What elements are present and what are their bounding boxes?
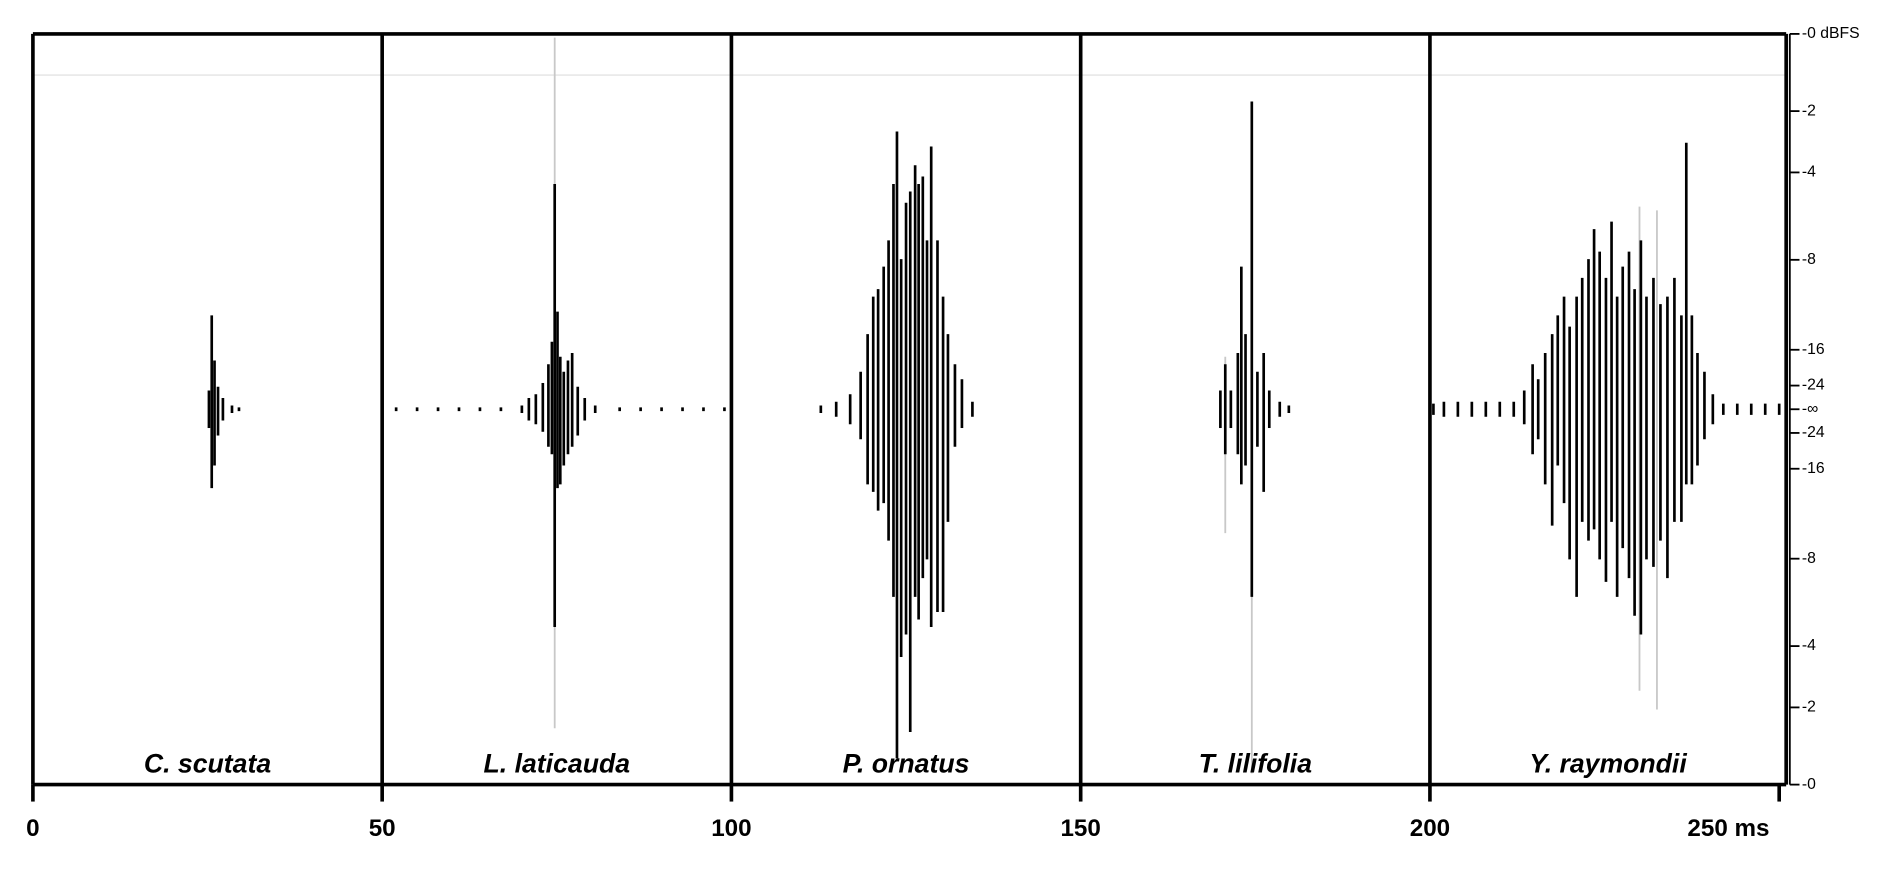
x-tick-label: 50 <box>369 815 396 842</box>
y-tick-label: -8 <box>1802 550 1816 567</box>
x-tick-label: 200 <box>1410 815 1450 842</box>
y-tick-label: -16 <box>1802 460 1825 477</box>
y-tick-label: -16 <box>1802 341 1825 358</box>
y-tick-label: -24 <box>1802 424 1825 441</box>
y-tick-label: -0 <box>1802 776 1816 793</box>
x-tick-label: 0 <box>26 815 39 842</box>
y-tick-label: -0 dBFS <box>1802 25 1860 42</box>
x-tick-label: 150 <box>1060 815 1100 842</box>
species-label: Y. raymondii <box>1529 748 1687 778</box>
species-label: C. scutata <box>144 748 271 778</box>
y-tick-label: -4 <box>1802 637 1816 654</box>
y-tick-label: -24 <box>1802 377 1825 394</box>
y-tick-label: -4 <box>1802 164 1816 181</box>
y-tick-label: -2 <box>1802 102 1816 119</box>
y-tick-label: -∞ <box>1802 400 1818 417</box>
x-tick-label: 100 <box>711 815 751 842</box>
y-tick-label: -8 <box>1802 251 1816 268</box>
x-tick-label: 250 ms <box>1687 815 1769 842</box>
species-label: T. lilifolia <box>1199 748 1313 778</box>
y-tick-label: -2 <box>1802 699 1816 716</box>
species-label: P. ornatus <box>843 748 970 778</box>
species-label: L. laticauda <box>484 748 631 778</box>
